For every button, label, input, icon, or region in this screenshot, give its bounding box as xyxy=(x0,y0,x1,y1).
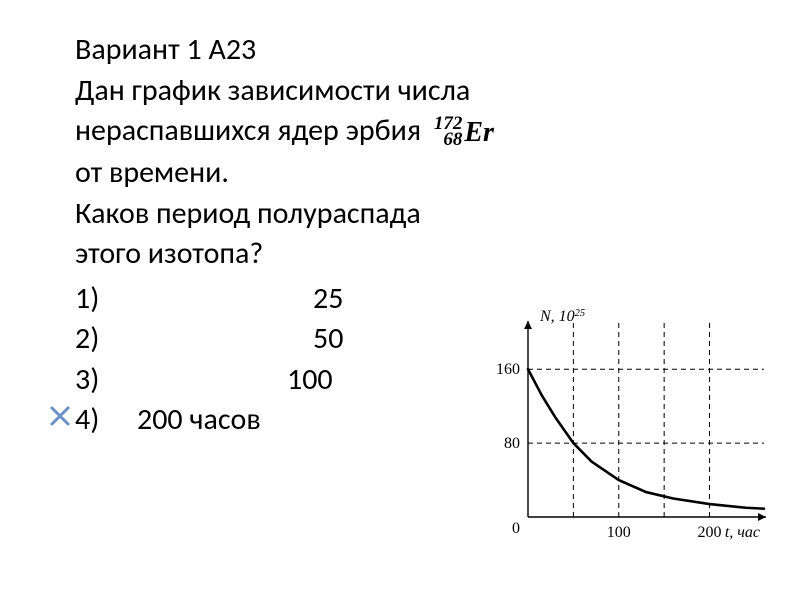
decay-chart: 80 160 100 200 0 N, 1025 t, час xyxy=(480,295,770,545)
answer-4-num: 4) xyxy=(75,400,135,441)
decay-curve xyxy=(528,369,764,508)
x-tick-label: 200 xyxy=(698,524,722,541)
origin-label: 0 xyxy=(512,520,520,537)
isotope-numbers: 172 68 xyxy=(434,116,463,148)
x-axis-arrow-icon xyxy=(758,513,766,521)
prompt-line-4: Каков период полураспада xyxy=(75,194,775,235)
prompt-line-2: нераспавшихся ядер эрбия 172 68 Er xyxy=(75,111,775,153)
y-tick-label: 80 xyxy=(504,435,520,452)
answer-3-val: 100 xyxy=(135,360,333,401)
answer-2-val: 50 xyxy=(135,319,343,360)
answer-4-val: 200 часов xyxy=(135,400,261,441)
isotope-element: Er xyxy=(464,117,494,148)
isotope-symbol: 172 68 Er xyxy=(434,110,494,151)
y-axis-arrow-icon xyxy=(524,321,532,329)
answer-1-val: 25 xyxy=(135,279,343,320)
answer-2-num: 2) xyxy=(75,319,135,360)
prompt-line-2-text: нераспавшихся ядер эрбия xyxy=(75,112,421,149)
header: Вариант 1 А23 xyxy=(75,30,775,71)
prompt-line-3: от времени. xyxy=(75,153,775,194)
prompt-line-5: этого изотопа? xyxy=(75,234,775,275)
prompt-line-1: Дан график зависимости числа xyxy=(75,71,775,112)
answer-3-num: 3) xyxy=(75,360,135,401)
selection-x-icon xyxy=(50,406,70,426)
y-tick-label: 160 xyxy=(496,361,520,378)
x-axis-label: t, час xyxy=(725,524,760,541)
y-axis-label: N, 1025 xyxy=(539,308,585,326)
answer-1-num: 1) xyxy=(75,279,135,320)
isotope-z: 68 xyxy=(434,132,463,148)
x-tick-label: 100 xyxy=(607,524,631,541)
